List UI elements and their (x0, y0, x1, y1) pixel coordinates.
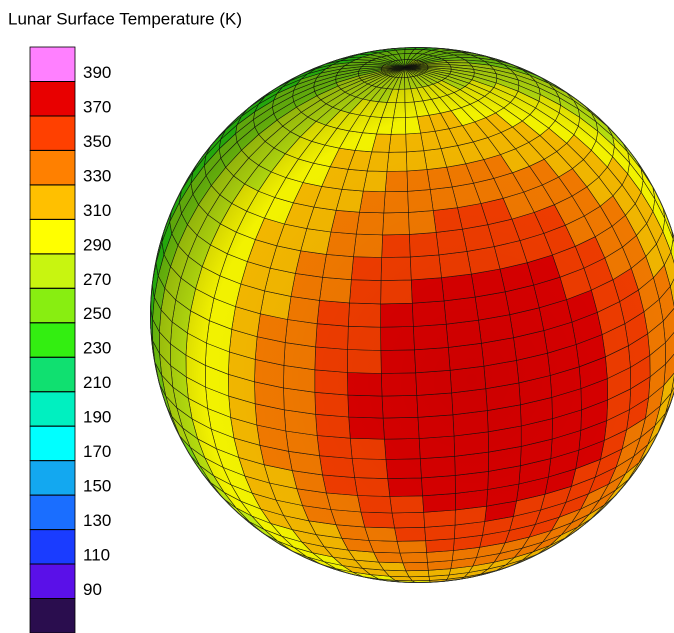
colorbar-block (30, 219, 75, 253)
colorbar-block (30, 461, 75, 495)
colorbar-block (30, 323, 75, 357)
tick-label: 250 (83, 304, 111, 323)
colorbar-block (30, 564, 75, 598)
colorbar-block (30, 47, 75, 81)
chart: Lunar Surface Temperature (K) 90 110 130 15… (0, 0, 674, 633)
tick-label: 270 (83, 270, 111, 289)
colorbar-block (30, 357, 75, 391)
tick-label: 130 (83, 511, 111, 530)
tick-label: 370 (83, 97, 111, 116)
tick-label: 110 (83, 546, 110, 565)
colorbar-block (30, 185, 75, 219)
chart-title: Lunar Surface Temperature (K) (8, 9, 242, 28)
colorbar-block (30, 495, 75, 529)
colorbar-block (30, 254, 75, 288)
tick-label: 230 (83, 339, 111, 358)
colorbar-block (30, 599, 75, 633)
colorbar-block (30, 81, 75, 115)
colorbar-block (30, 530, 75, 564)
colorbar: 90 110 130 150 170 190 210 230 250 270 290 310 330 35… (30, 47, 111, 633)
tick-label: 290 (83, 235, 111, 254)
tick-label: 170 (83, 442, 111, 461)
tick-label: 350 (83, 132, 111, 151)
tick-label: 90 (83, 580, 102, 599)
colorbar-block (30, 426, 75, 460)
colorbar-block (30, 150, 75, 184)
tick-label: 330 (83, 166, 111, 185)
colorbar-block (30, 116, 75, 150)
tick-label: 150 (83, 477, 111, 496)
tick-label: 310 (83, 201, 111, 220)
tick-label: 390 (83, 63, 111, 82)
tick-label: 190 (83, 408, 111, 427)
tick-label: 210 (83, 373, 111, 392)
colorbar-block (30, 288, 75, 322)
colorbar-block (30, 392, 75, 426)
sphere-shading (150, 47, 674, 583)
